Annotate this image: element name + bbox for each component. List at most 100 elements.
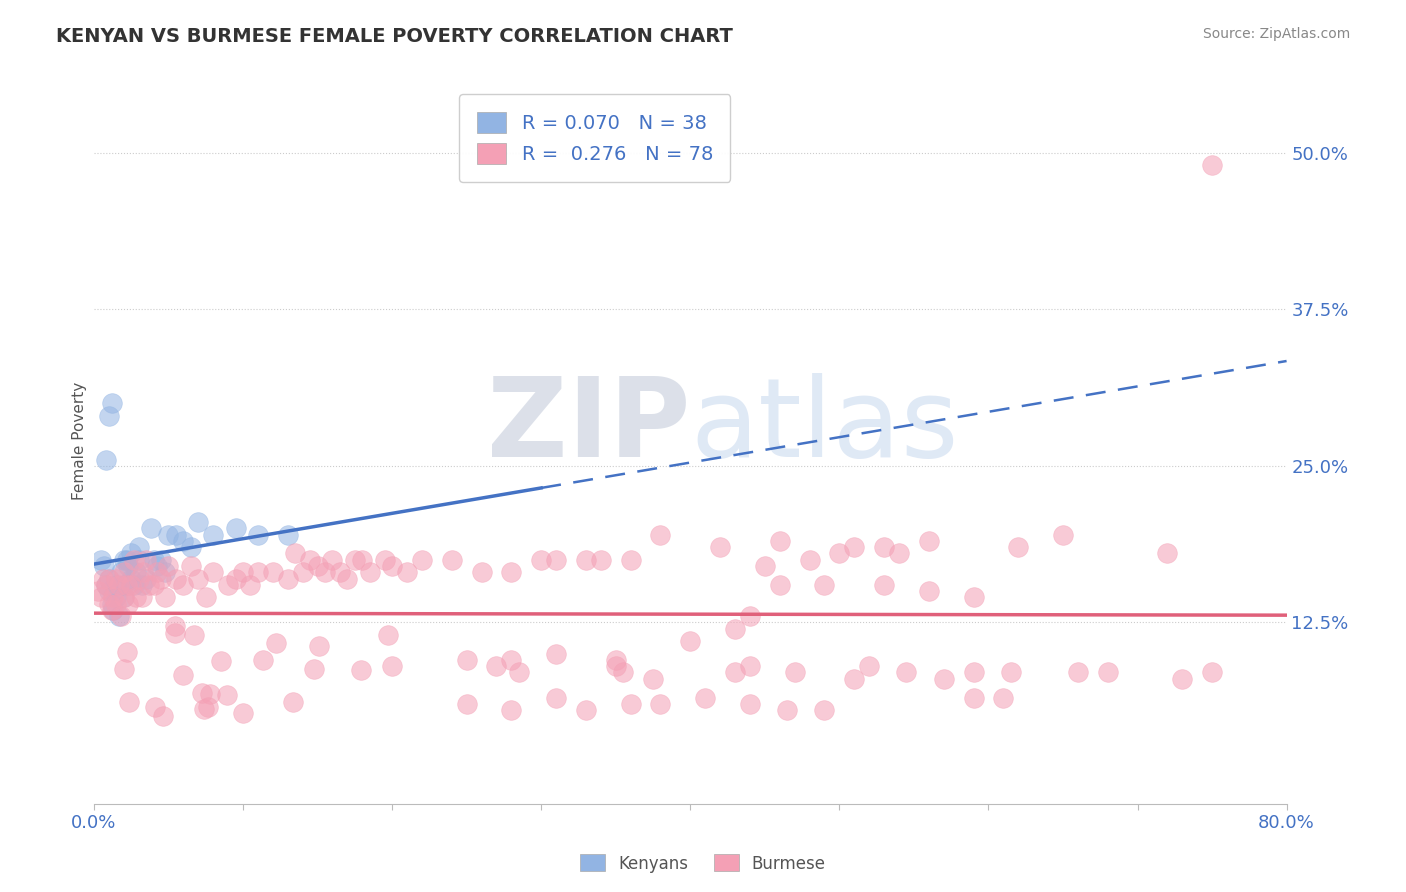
Point bbox=[143, 699, 166, 714]
Point bbox=[97, 572, 120, 586]
Point bbox=[873, 578, 896, 592]
Point bbox=[1201, 665, 1223, 680]
Point bbox=[501, 653, 523, 667]
Point bbox=[395, 566, 418, 580]
Point bbox=[291, 566, 314, 580]
Point bbox=[1201, 158, 1223, 172]
Point bbox=[128, 572, 150, 586]
Point bbox=[97, 572, 120, 586]
Point bbox=[575, 552, 598, 566]
Point bbox=[101, 603, 124, 617]
Point bbox=[112, 578, 135, 592]
Point bbox=[605, 659, 627, 673]
Point bbox=[1000, 665, 1022, 680]
Point bbox=[381, 659, 404, 673]
Point bbox=[91, 572, 114, 586]
Point bbox=[612, 665, 634, 680]
Point bbox=[90, 552, 112, 566]
Point bbox=[180, 540, 202, 554]
Point bbox=[546, 647, 568, 661]
Point bbox=[112, 591, 135, 605]
Point bbox=[307, 559, 329, 574]
Point bbox=[87, 584, 110, 599]
Point bbox=[589, 552, 612, 566]
Point bbox=[183, 627, 205, 641]
Point bbox=[108, 609, 131, 624]
Point bbox=[165, 527, 187, 541]
Point bbox=[131, 591, 153, 605]
Point bbox=[679, 634, 702, 648]
Point bbox=[217, 688, 239, 702]
Point bbox=[128, 552, 150, 566]
Point bbox=[769, 533, 792, 548]
Point bbox=[813, 703, 835, 717]
Point bbox=[232, 706, 254, 720]
Point bbox=[769, 578, 792, 592]
Point bbox=[440, 552, 463, 566]
Point bbox=[377, 628, 399, 642]
Point bbox=[117, 597, 139, 611]
Point bbox=[115, 645, 138, 659]
Point bbox=[302, 662, 325, 676]
Point bbox=[918, 584, 941, 599]
Point bbox=[993, 690, 1015, 705]
Point bbox=[828, 546, 851, 560]
Legend: R = 0.070   N = 38, R =  0.276   N = 78: R = 0.070 N = 38, R = 0.276 N = 78 bbox=[460, 95, 730, 182]
Point bbox=[962, 665, 984, 680]
Point bbox=[157, 527, 180, 541]
Point bbox=[308, 639, 330, 653]
Point bbox=[194, 591, 217, 605]
Point bbox=[142, 578, 165, 592]
Point bbox=[281, 695, 304, 709]
Point bbox=[546, 690, 568, 705]
Point bbox=[232, 566, 254, 580]
Y-axis label: Female Poverty: Female Poverty bbox=[72, 382, 87, 500]
Point bbox=[381, 559, 404, 574]
Point bbox=[321, 552, 343, 566]
Point bbox=[172, 668, 194, 682]
Point bbox=[94, 578, 117, 592]
Point bbox=[918, 533, 941, 548]
Point bbox=[112, 591, 135, 605]
Point bbox=[155, 566, 177, 580]
Point bbox=[94, 452, 117, 467]
Point bbox=[190, 686, 212, 700]
Point bbox=[620, 697, 643, 711]
Point bbox=[329, 566, 352, 580]
Point bbox=[546, 552, 568, 566]
Point bbox=[508, 665, 530, 680]
Point bbox=[165, 572, 187, 586]
Point bbox=[105, 572, 128, 586]
Point bbox=[198, 687, 221, 701]
Point bbox=[262, 566, 284, 580]
Point bbox=[962, 690, 984, 705]
Text: atlas: atlas bbox=[690, 373, 959, 480]
Point bbox=[343, 552, 366, 566]
Point bbox=[374, 552, 396, 566]
Point bbox=[150, 552, 173, 566]
Point bbox=[105, 578, 128, 592]
Point bbox=[575, 703, 598, 717]
Point bbox=[844, 672, 866, 686]
Point bbox=[120, 546, 142, 560]
Point bbox=[225, 521, 247, 535]
Point bbox=[456, 653, 478, 667]
Point bbox=[135, 572, 157, 586]
Point bbox=[277, 572, 299, 586]
Point bbox=[844, 540, 866, 554]
Point bbox=[783, 665, 806, 680]
Point bbox=[501, 703, 523, 717]
Point bbox=[209, 654, 232, 668]
Point bbox=[112, 566, 135, 580]
Point bbox=[1007, 540, 1029, 554]
Point bbox=[145, 559, 167, 574]
Point bbox=[470, 566, 492, 580]
Point bbox=[277, 527, 299, 541]
Point bbox=[873, 540, 896, 554]
Point bbox=[411, 552, 433, 566]
Point bbox=[896, 665, 918, 680]
Point bbox=[501, 566, 523, 580]
Point bbox=[131, 578, 153, 592]
Point bbox=[124, 591, 146, 605]
Point bbox=[650, 527, 672, 541]
